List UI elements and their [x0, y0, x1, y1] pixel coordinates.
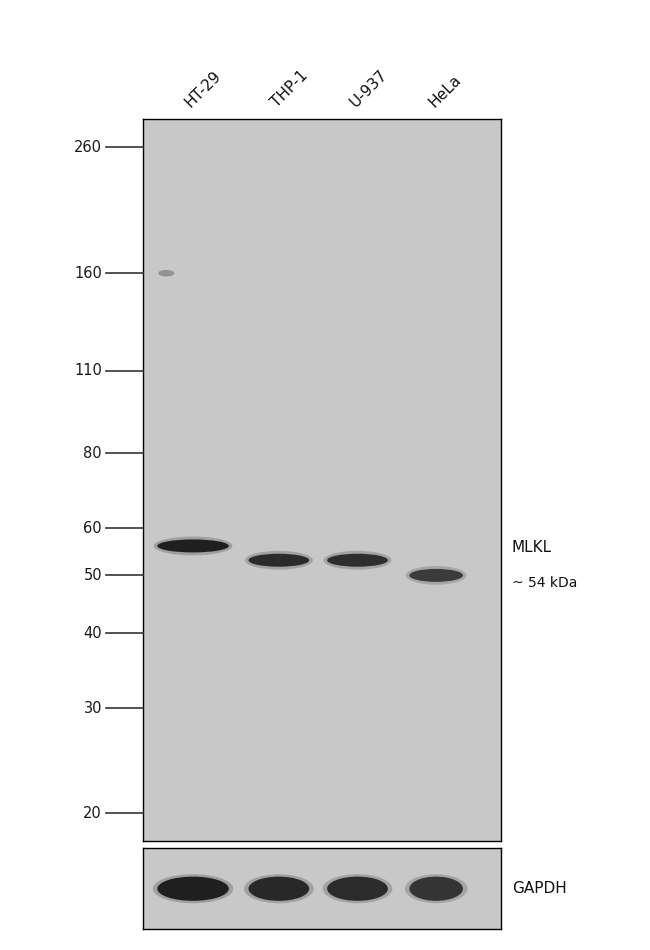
Text: HT-29: HT-29	[183, 68, 224, 110]
Text: 80: 80	[83, 446, 102, 461]
Ellipse shape	[327, 877, 388, 901]
Text: 110: 110	[74, 363, 102, 378]
Ellipse shape	[406, 566, 467, 585]
Ellipse shape	[154, 537, 233, 556]
Text: THP-1: THP-1	[268, 67, 311, 110]
Text: 20: 20	[83, 806, 102, 821]
Text: GAPDH: GAPDH	[512, 882, 567, 896]
Ellipse shape	[327, 554, 388, 567]
Ellipse shape	[157, 877, 229, 901]
Ellipse shape	[245, 551, 313, 570]
Ellipse shape	[405, 874, 467, 903]
Ellipse shape	[410, 569, 463, 581]
Text: 60: 60	[83, 521, 102, 536]
Ellipse shape	[244, 874, 314, 903]
Ellipse shape	[153, 874, 233, 903]
Text: 260: 260	[74, 140, 102, 155]
Ellipse shape	[248, 554, 309, 567]
Text: U-937: U-937	[347, 66, 390, 110]
Ellipse shape	[248, 877, 309, 901]
Text: ~ 54 kDa: ~ 54 kDa	[512, 577, 577, 590]
Text: 30: 30	[84, 700, 102, 715]
Text: MLKL: MLKL	[512, 540, 552, 555]
Ellipse shape	[324, 551, 391, 570]
Text: 40: 40	[83, 626, 102, 641]
Text: 160: 160	[74, 266, 102, 281]
Ellipse shape	[410, 877, 463, 901]
Text: HeLa: HeLa	[426, 72, 463, 110]
Ellipse shape	[157, 540, 229, 553]
Ellipse shape	[158, 270, 174, 276]
Text: 50: 50	[83, 568, 102, 583]
Ellipse shape	[322, 874, 393, 903]
